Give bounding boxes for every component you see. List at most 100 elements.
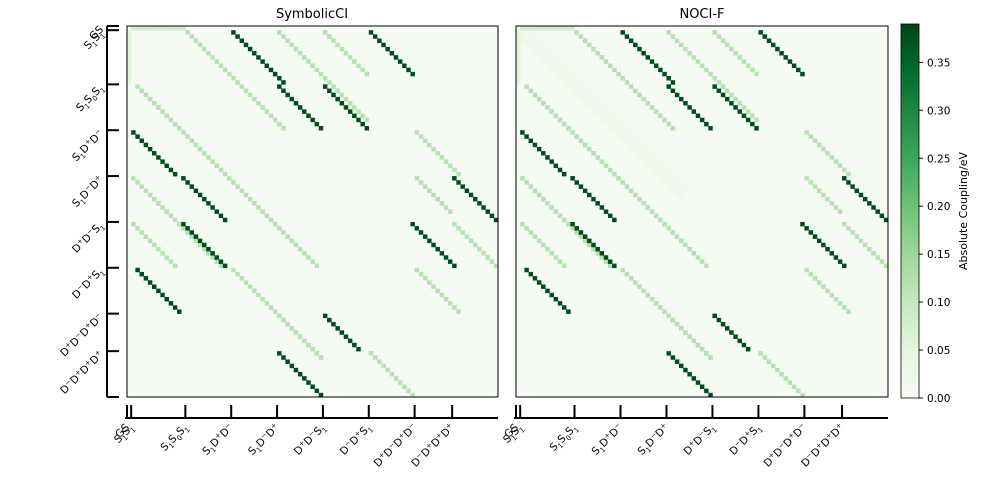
coupling-cell-strong <box>883 217 889 223</box>
coupling-cell-faint <box>641 146 646 152</box>
coupling-cell-weak <box>536 192 542 198</box>
coupling-cell-faint <box>641 142 646 148</box>
coupling-cell-faint <box>520 30 525 35</box>
coupling-cell-strong <box>231 30 236 35</box>
coupling-cell-strong <box>218 259 224 264</box>
coupling-cell-weak <box>796 388 801 394</box>
coupling-cell-weak <box>674 234 680 239</box>
coupling-cell-strong <box>439 251 445 256</box>
coupling-cell-weak <box>641 201 646 206</box>
coupling-cell-weak <box>561 263 567 269</box>
coupling-cell-gs <box>553 26 559 31</box>
coupling-cell-faint <box>658 159 663 164</box>
coupling-cell-strong <box>599 205 605 210</box>
coupling-cell-strong <box>770 42 776 48</box>
coupling-cell-faint <box>624 130 630 135</box>
coupling-cell-weak <box>653 213 659 219</box>
coupling-cell-faint <box>587 105 592 110</box>
coupling-cell-weak <box>368 351 374 356</box>
coupling-cell-faint <box>587 101 592 106</box>
coupling-cell-strong <box>653 63 659 68</box>
coupling-cell-weak <box>837 301 843 306</box>
coupling-cell-strong <box>385 46 390 52</box>
coupling-cell-faint <box>545 51 550 56</box>
coupling-cell-faint <box>633 138 638 144</box>
coupling-cell-faint <box>566 67 571 73</box>
coupling-cell-weak <box>846 226 851 231</box>
coupling-cell-faint <box>653 163 659 169</box>
coupling-cell-weak <box>285 321 290 327</box>
coupling-cell-faint <box>570 67 575 73</box>
coupling-cell-strong <box>520 130 525 135</box>
coupling-cell-weak <box>314 67 320 73</box>
coupling-cell-weak <box>260 105 265 110</box>
coupling-cell-weak <box>222 67 228 73</box>
coupling-cell-strong <box>574 226 579 231</box>
coupling-cell-gs <box>566 26 571 31</box>
coupling-cell-faint <box>607 109 613 114</box>
coupling-cell-weak <box>541 101 546 106</box>
coupling-cell-strong <box>612 217 617 223</box>
coupling-cell-weak <box>389 371 395 377</box>
coupling-cell-strong <box>524 134 529 139</box>
coupling-cell-weak <box>327 80 332 85</box>
coupling-cell-faint <box>666 163 671 169</box>
coupling-cell-faint <box>595 96 600 102</box>
coupling-cell-weak <box>541 242 546 248</box>
coupling-cell-faint <box>670 167 676 173</box>
coupling-cell-weak <box>679 326 684 331</box>
coupling-cell-gs <box>532 26 538 31</box>
coupling-cell-weak <box>414 267 420 273</box>
coupling-cell-weak <box>867 246 872 252</box>
coupling-cell-weak <box>210 55 215 60</box>
coupling-cell-strong <box>674 92 680 98</box>
coupling-cell-strong <box>222 217 228 223</box>
coupling-cell-faint <box>658 171 663 177</box>
coupling-cell-weak <box>239 276 245 281</box>
coupling-cell-weak <box>272 309 278 314</box>
coupling-cell-faint <box>566 63 571 68</box>
coupling-cell-faint <box>653 151 659 156</box>
coupling-cell-weak <box>545 201 550 206</box>
coupling-cell-faint <box>566 84 571 89</box>
coupling-cell-weak <box>662 221 667 227</box>
coupling-cell-faint <box>637 138 642 144</box>
coupling-cell-weak <box>553 209 559 214</box>
coupling-cell-weak <box>812 184 818 189</box>
coupling-cell-strong <box>164 296 169 302</box>
coupling-cell-strong <box>741 113 747 119</box>
coupling-cell-weak <box>422 184 428 189</box>
coupling-cell-faint <box>674 184 680 189</box>
coupling-cell-weak <box>699 63 705 68</box>
coupling-cell-weak <box>578 234 584 239</box>
coupling-cell-faint <box>620 121 625 127</box>
coupling-cell-faint <box>557 55 563 60</box>
coupling-cell-faint <box>674 192 680 198</box>
y-axis-state-labels: GSS1S1S1S0S1S1D+D−S1D−D+D+D−S1D−D+S1D+D−… <box>58 23 119 398</box>
coupling-cell-weak <box>582 238 588 244</box>
coupling-cell-faint <box>532 34 538 39</box>
coupling-cell-faint <box>587 96 592 102</box>
coupling-cell-strong <box>277 351 282 356</box>
coupling-cell-weak <box>812 276 818 281</box>
coupling-cell-weak <box>825 288 830 294</box>
coupling-cell-weak <box>214 163 220 169</box>
colorbar-tick-label: 0.00 <box>927 393 950 405</box>
coupling-cell-weak <box>310 259 315 264</box>
coupling-cell-weak <box>641 96 646 102</box>
coupling-cell-weak <box>352 105 357 110</box>
coupling-cell-weak <box>524 226 529 231</box>
coupling-cell-strong <box>372 34 378 39</box>
coupling-cell-weak <box>582 142 588 148</box>
coupling-cell-weak <box>679 42 684 48</box>
coupling-cell-gs <box>127 55 132 60</box>
coupling-cell-faint <box>561 76 567 81</box>
coupling-cell-weak <box>281 126 286 131</box>
coupling-cell-weak <box>532 234 538 239</box>
coupling-cell-faint <box>616 126 621 131</box>
coupling-cell-faint <box>645 159 651 164</box>
coupling-cell-weak <box>381 363 386 369</box>
coupling-cell-weak <box>633 192 638 198</box>
coupling-cell-faint <box>599 105 605 110</box>
coupling-cell-weak <box>206 155 211 160</box>
